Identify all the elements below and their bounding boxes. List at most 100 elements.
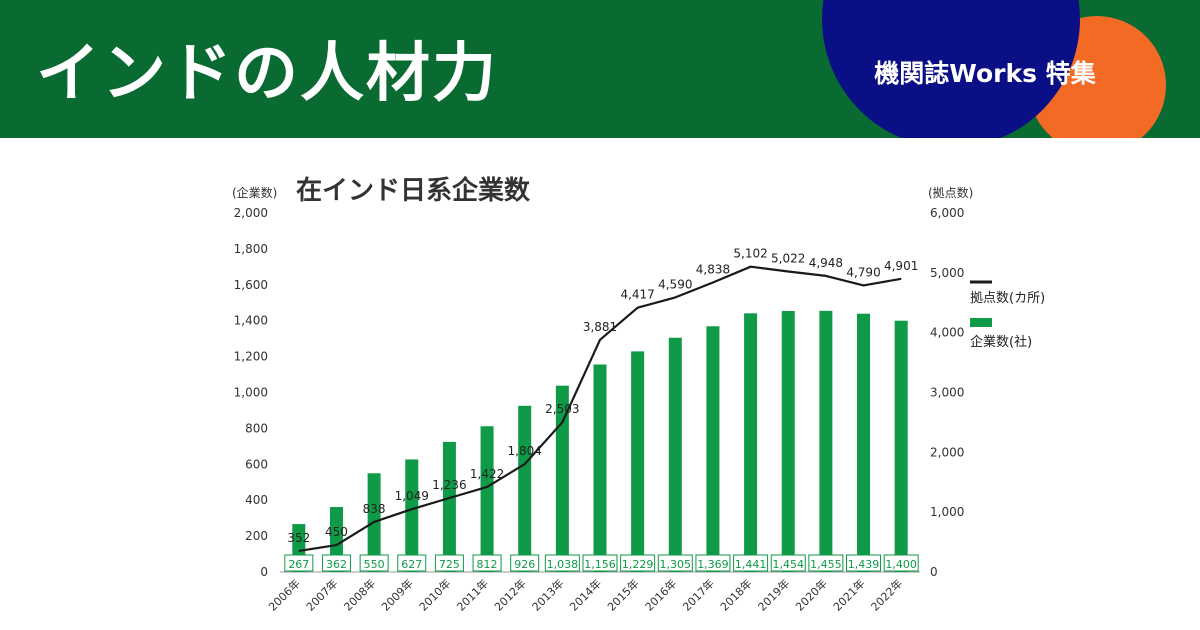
right-tick-label: 3,000 [930, 386, 964, 400]
bar-value-label: 1,454 [772, 558, 804, 571]
bar-company-count [518, 405, 532, 572]
bar-company-count [555, 385, 569, 572]
bar-value-box [472, 554, 502, 572]
bar-company-count [631, 351, 645, 572]
right-tick-label: 2,000 [930, 445, 964, 459]
line-value-label: 838 [363, 502, 386, 516]
line-value-label: 1,049 [395, 489, 429, 503]
bar-value-label: 1,229 [622, 558, 654, 571]
line-value-label: 4,901 [884, 259, 918, 273]
line-value-label: 5,022 [771, 252, 805, 266]
chart-title: 在インド日系企業数 [296, 175, 531, 206]
bar-company-count [405, 459, 419, 572]
bar-value-label: 1,038 [547, 558, 579, 571]
right-tick-label: 4,000 [930, 326, 964, 340]
bar-value-box [359, 554, 389, 572]
x-tick-label: 2012年 [491, 576, 528, 613]
bar-value-box [510, 554, 540, 572]
x-tick-label: 2009年 [378, 576, 415, 613]
x-tick-label: 2014年 [567, 576, 604, 613]
legend-bar-swatch [970, 318, 992, 327]
x-tick-label: 2020年 [793, 576, 830, 613]
left-tick-label: 1,200 [234, 350, 268, 364]
left-tick-label: 2,000 [234, 206, 268, 220]
line-value-label: 450 [325, 525, 348, 539]
x-tick-label: 2017年 [680, 576, 717, 613]
bar-value-label: 1,156 [584, 558, 616, 571]
left-tick-label: 600 [245, 457, 268, 471]
bar-company-count [593, 364, 607, 572]
x-tick-label: 2011年 [454, 576, 491, 613]
line-value-label: 4,590 [658, 277, 692, 291]
bar-value-box [321, 554, 351, 572]
badge-circle-navy [822, 0, 1080, 138]
left-tick-label: 800 [245, 421, 268, 435]
right-tick-label: 5,000 [930, 266, 964, 280]
left-tick-label: 200 [245, 529, 268, 543]
bar-company-count [819, 310, 833, 572]
x-tick-label: 2013年 [529, 576, 566, 613]
bar-value-label: 627 [401, 558, 422, 571]
bar-value-box [846, 554, 882, 572]
x-tick-label: 2007年 [303, 576, 340, 613]
legend-bar-label: 企業数(社) [970, 334, 1032, 350]
line-value-label: 1,236 [432, 478, 466, 492]
line-value-label: 4,417 [620, 288, 654, 302]
line-location-count [298, 265, 902, 552]
bar-company-count [781, 311, 795, 572]
bar-value-box [620, 554, 656, 572]
bar-value-label: 362 [326, 558, 347, 571]
magazine-badge: 機関誌Works 特集 [874, 59, 1096, 88]
bar-value-label: 1,305 [660, 558, 692, 571]
line-value-label: 4,790 [846, 265, 880, 279]
legend-line-label: 拠点数(カ所) [970, 291, 1045, 306]
x-tick-label: 2016年 [642, 576, 679, 613]
bar-company-count [744, 313, 758, 572]
bar-value-label: 1,455 [810, 558, 842, 571]
bar-company-count [668, 337, 682, 572]
line-value-label: 352 [287, 531, 310, 545]
line-value-label: 1,422 [470, 467, 504, 481]
right-tick-label: 6,000 [930, 206, 964, 220]
right-tick-label: 1,000 [930, 505, 964, 519]
left-tick-label: 1,000 [234, 386, 268, 400]
line-value-label: 1,804 [508, 444, 542, 458]
bar-value-label: 550 [364, 558, 385, 571]
header-banner: インドの人材力 機関誌Works 特集 [0, 0, 1200, 138]
bar-value-box [883, 554, 919, 572]
x-tick-label: 2022年 [868, 576, 905, 613]
bar-value-box [434, 554, 464, 572]
bar-value-label: 1,369 [697, 558, 729, 571]
bars: 267 362 550 627 725 812 926 1,038 1,156 1,229 1,30… [284, 310, 919, 572]
right-tick-label: 0 [930, 565, 938, 579]
bar-company-count [894, 320, 908, 572]
left-tick-label: 1,600 [234, 278, 268, 292]
line-value-label: 2,503 [545, 402, 579, 416]
x-tick-label: 2008年 [341, 576, 378, 613]
x-tick-label: 2019年 [755, 576, 792, 613]
right-axis-label: (拠点数) [928, 185, 973, 200]
bar-company-count [442, 441, 456, 572]
bar-value-box [544, 554, 580, 572]
bar-value-box [284, 554, 314, 572]
left-tick-label: 400 [245, 493, 268, 507]
bar-company-count [706, 326, 720, 572]
left-axis-label: (企業数) [232, 185, 277, 200]
bar-value-box [808, 554, 844, 572]
bar-company-count [480, 426, 494, 572]
bar-value-box [397, 554, 427, 572]
left-tick-label: 1,800 [234, 242, 268, 256]
bar-value-label: 267 [288, 558, 309, 571]
bar-value-box [770, 554, 806, 572]
bar-value-label: 812 [477, 558, 498, 571]
bar-value-label: 1,400 [885, 558, 917, 571]
bar-value-label: 926 [514, 558, 535, 571]
bar-value-box [695, 554, 731, 572]
line-value-label: 4,838 [696, 263, 730, 277]
x-tick-label: 2006年 [265, 576, 302, 613]
x-tick-label: 2021年 [830, 576, 867, 613]
bar-value-box [582, 554, 618, 572]
bar-value-label: 1,439 [848, 558, 880, 571]
